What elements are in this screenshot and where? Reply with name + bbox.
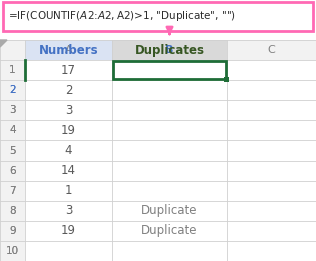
Bar: [112, 60, 227, 80]
Text: 1: 1: [65, 184, 72, 197]
Text: 1: 1: [9, 65, 16, 75]
Bar: [227, 60, 316, 80]
Text: 4: 4: [65, 144, 72, 157]
Bar: [25, 140, 112, 161]
Bar: [25, 221, 112, 241]
Bar: [227, 241, 316, 261]
Text: Duplicate: Duplicate: [141, 204, 198, 217]
Bar: [0, 241, 25, 261]
Text: =IF(COUNTIF($A$2:$A2, $A2)>1, "Duplicate", ""): =IF(COUNTIF($A$2:$A2, $A2)>1, "Duplicate…: [8, 9, 236, 23]
Bar: [112, 241, 227, 261]
Bar: [0, 201, 25, 221]
Text: 4: 4: [9, 125, 16, 135]
Text: 19: 19: [61, 124, 76, 137]
Bar: [227, 140, 316, 161]
Bar: [0, 40, 25, 60]
Text: 17: 17: [61, 64, 76, 77]
Bar: [227, 181, 316, 201]
Bar: [25, 241, 112, 261]
Text: 10: 10: [6, 246, 19, 256]
Text: 3: 3: [65, 104, 72, 117]
Bar: [227, 80, 316, 100]
Text: 7: 7: [9, 186, 16, 196]
Bar: [112, 100, 227, 120]
Text: 8: 8: [9, 206, 16, 216]
Bar: [25, 201, 112, 221]
Text: 14: 14: [61, 164, 76, 177]
Text: 5: 5: [9, 145, 16, 156]
Bar: [25, 161, 112, 181]
Text: 9: 9: [9, 226, 16, 236]
Text: 3: 3: [9, 105, 16, 115]
Text: 2: 2: [9, 85, 16, 95]
Bar: [227, 40, 316, 60]
Bar: [0, 221, 25, 241]
Text: 9: 9: [9, 226, 16, 236]
Bar: [25, 120, 112, 140]
Bar: [112, 80, 227, 100]
Text: 5: 5: [9, 145, 16, 156]
Text: Duplicates: Duplicates: [135, 44, 204, 57]
Text: 6: 6: [9, 165, 16, 176]
Text: 3: 3: [65, 204, 72, 217]
Bar: [112, 221, 227, 241]
Bar: [0, 161, 25, 181]
Bar: [227, 120, 316, 140]
Bar: [0, 181, 25, 201]
Text: 2: 2: [9, 85, 16, 95]
Text: 3: 3: [9, 105, 16, 115]
Text: Duplicate: Duplicate: [141, 224, 198, 237]
Bar: [113, 61, 226, 79]
Text: Numbers: Numbers: [39, 44, 98, 57]
Bar: [0, 80, 25, 100]
Text: 7: 7: [9, 186, 16, 196]
Bar: [0, 140, 25, 161]
Bar: [227, 221, 316, 241]
Bar: [25, 100, 112, 120]
Bar: [227, 201, 316, 221]
FancyBboxPatch shape: [3, 2, 313, 31]
Bar: [112, 201, 227, 221]
Text: 10: 10: [6, 246, 19, 256]
Bar: [224, 77, 229, 82]
Bar: [0, 60, 25, 80]
Bar: [25, 80, 112, 100]
Bar: [112, 181, 227, 201]
Bar: [25, 60, 112, 80]
Bar: [0, 100, 25, 120]
Text: 6: 6: [9, 165, 16, 176]
Bar: [0, 120, 25, 140]
Text: 19: 19: [61, 224, 76, 237]
Bar: [112, 120, 227, 140]
Text: B: B: [165, 45, 174, 55]
Bar: [112, 40, 227, 60]
Bar: [25, 40, 112, 60]
Text: A: A: [65, 45, 72, 55]
Bar: [25, 181, 112, 201]
Text: C: C: [268, 45, 275, 55]
Bar: [112, 161, 227, 181]
Bar: [112, 140, 227, 161]
Text: 1: 1: [9, 65, 16, 75]
Bar: [227, 161, 316, 181]
Polygon shape: [0, 40, 7, 47]
Bar: [227, 100, 316, 120]
Text: 2: 2: [65, 84, 72, 97]
Text: 8: 8: [9, 206, 16, 216]
Text: 4: 4: [9, 125, 16, 135]
